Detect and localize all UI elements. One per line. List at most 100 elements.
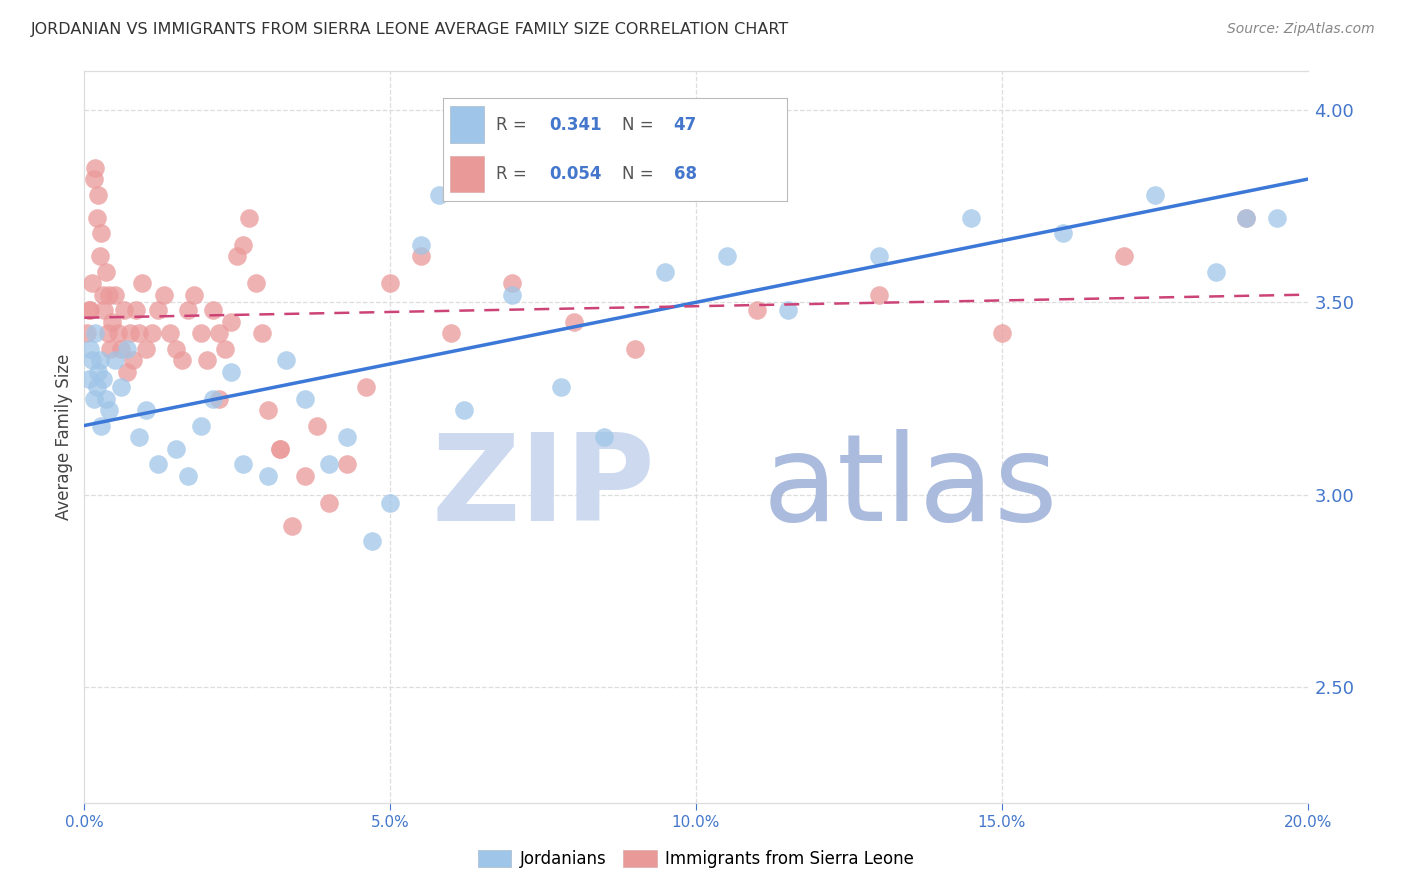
- Point: [190, 326, 212, 340]
- Point: [960, 211, 983, 225]
- Point: [177, 468, 200, 483]
- Point: [624, 342, 647, 356]
- Point: [86, 380, 108, 394]
- Point: [716, 249, 738, 263]
- Point: [93, 303, 115, 318]
- Point: [201, 392, 224, 406]
- Point: [128, 430, 150, 444]
- Point: [104, 287, 127, 301]
- Point: [281, 518, 304, 533]
- Point: [232, 457, 254, 471]
- Point: [257, 468, 280, 483]
- Point: [90, 226, 112, 240]
- Point: [146, 457, 169, 471]
- Text: Source: ZipAtlas.com: Source: ZipAtlas.com: [1227, 22, 1375, 37]
- Point: [427, 187, 450, 202]
- Text: atlas: atlas: [762, 429, 1057, 546]
- Point: [110, 342, 132, 356]
- Point: [98, 342, 121, 356]
- Point: [318, 495, 340, 509]
- Point: [97, 403, 120, 417]
- Point: [110, 380, 132, 394]
- Point: [1052, 226, 1074, 240]
- Point: [453, 403, 475, 417]
- Point: [165, 442, 187, 456]
- Point: [84, 161, 107, 175]
- Point: [245, 276, 267, 290]
- Point: [360, 534, 382, 549]
- Point: [250, 326, 273, 340]
- Point: [195, 353, 218, 368]
- Y-axis label: Average Family Size: Average Family Size: [55, 354, 73, 520]
- Point: [107, 326, 129, 340]
- Point: [776, 303, 799, 318]
- Point: [294, 392, 316, 406]
- Point: [104, 353, 127, 368]
- Point: [869, 249, 891, 263]
- Point: [115, 365, 138, 379]
- Point: [201, 303, 224, 318]
- Text: JORDANIAN VS IMMIGRANTS FROM SIERRA LEONE AVERAGE FAMILY SIZE CORRELATION CHART: JORDANIAN VS IMMIGRANTS FROM SIERRA LEON…: [31, 22, 789, 37]
- Point: [94, 392, 117, 406]
- Point: [80, 276, 103, 290]
- Point: [87, 187, 110, 202]
- Point: [208, 392, 231, 406]
- Point: [409, 249, 432, 263]
- Point: [336, 430, 359, 444]
- Point: [97, 287, 120, 301]
- Point: [89, 353, 111, 368]
- Point: [141, 326, 163, 340]
- Point: [172, 353, 194, 368]
- Point: [502, 287, 524, 301]
- Point: [135, 342, 157, 356]
- Point: [562, 315, 585, 329]
- Text: R =: R =: [496, 116, 533, 134]
- Point: [86, 211, 108, 225]
- Point: [79, 342, 101, 356]
- Point: [153, 287, 176, 301]
- Point: [276, 353, 298, 368]
- Point: [183, 287, 205, 301]
- Point: [354, 380, 377, 394]
- Point: [1236, 211, 1258, 225]
- Text: ZIP: ZIP: [432, 429, 655, 546]
- Point: [87, 365, 110, 379]
- Point: [219, 315, 242, 329]
- Point: [177, 303, 200, 318]
- Point: [120, 326, 142, 340]
- Point: [165, 342, 187, 356]
- Point: [1205, 264, 1227, 278]
- Legend: Jordanians, Immigrants from Sierra Leone: Jordanians, Immigrants from Sierra Leone: [471, 844, 921, 875]
- Point: [991, 326, 1014, 340]
- Point: [91, 287, 114, 301]
- Point: [89, 249, 111, 263]
- Text: 0.341: 0.341: [550, 116, 602, 134]
- Point: [135, 403, 157, 417]
- Point: [76, 326, 98, 340]
- Point: [294, 468, 316, 483]
- Point: [1114, 249, 1136, 263]
- Point: [550, 380, 572, 394]
- Point: [238, 211, 260, 225]
- Point: [380, 276, 402, 290]
- Point: [208, 326, 231, 340]
- Point: [125, 303, 148, 318]
- Point: [409, 237, 432, 252]
- Text: 68: 68: [673, 165, 697, 183]
- Point: [84, 326, 107, 340]
- Point: [654, 264, 676, 278]
- Point: [146, 303, 169, 318]
- Point: [112, 303, 135, 318]
- Point: [747, 303, 769, 318]
- Point: [269, 442, 291, 456]
- Point: [90, 418, 112, 433]
- Point: [1143, 187, 1166, 202]
- Point: [79, 303, 101, 318]
- Point: [1236, 211, 1258, 225]
- Point: [232, 237, 254, 252]
- Point: [190, 418, 212, 433]
- Point: [502, 276, 524, 290]
- Bar: [450, 155, 484, 193]
- Text: N =: N =: [621, 165, 659, 183]
- Point: [128, 326, 150, 340]
